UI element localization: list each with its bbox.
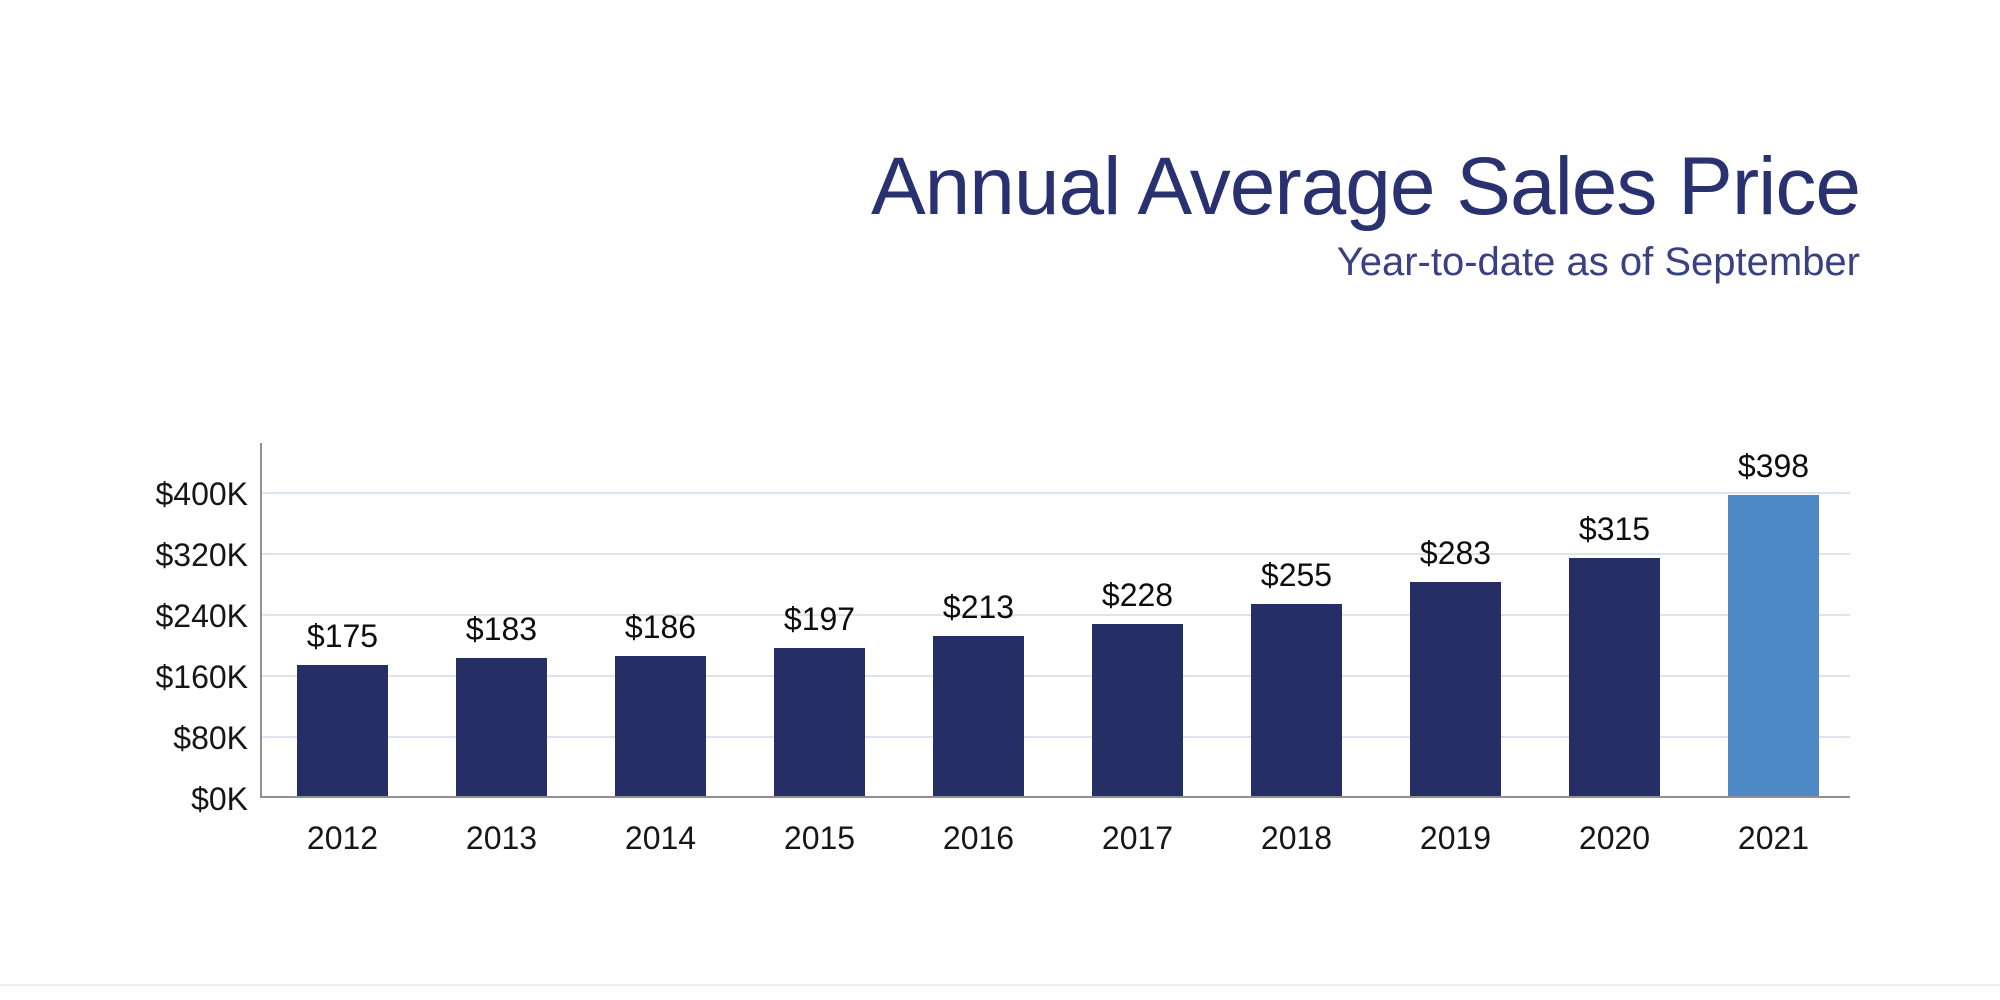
gridline-$240K — [262, 614, 1850, 616]
gridline-$320K — [262, 553, 1850, 555]
bar-2017 — [1092, 624, 1183, 798]
bar-2016 — [933, 635, 1024, 798]
bar-value-label-2018: $255 — [1260, 556, 1333, 593]
x-axis-label-2017: 2017 — [1101, 820, 1174, 856]
x-axis-label-2013: 2013 — [465, 820, 538, 856]
y-axis-label-$80K: $80K — [173, 720, 248, 756]
bar-value-label-2012: $175 — [306, 617, 379, 654]
y-axis-label-$400K: $400K — [155, 476, 248, 512]
x-axis-label-2016: 2016 — [942, 820, 1015, 856]
bottom-divider — [0, 984, 2000, 986]
bar-value-label-2013: $183 — [465, 611, 538, 648]
x-axis-label-2012: 2012 — [306, 820, 379, 856]
bar-value-label-2019: $283 — [1419, 535, 1492, 572]
bar-value-label-2017: $228 — [1101, 577, 1174, 614]
x-axis-label-2018: 2018 — [1260, 820, 1333, 856]
x-axis-label-2021: 2021 — [1737, 820, 1810, 856]
bar-2019 — [1410, 582, 1501, 798]
bar-2021 — [1728, 494, 1819, 798]
bar-value-label-2015: $197 — [783, 600, 856, 637]
x-axis-line — [260, 796, 1850, 798]
y-axis-line — [260, 443, 262, 798]
chart-subtitle: Year-to-date as of September — [1336, 240, 1860, 284]
x-axis-label-2015: 2015 — [783, 820, 856, 856]
bar-2020 — [1569, 557, 1660, 798]
bar-2014 — [615, 656, 706, 798]
x-axis-label-2019: 2019 — [1419, 820, 1492, 856]
bar-value-label-2014: $186 — [624, 609, 697, 646]
x-axis-label-2014: 2014 — [624, 820, 697, 856]
chart-header: Annual Average Sales Price Year-to-date … — [870, 141, 1861, 284]
gridline-$160K — [262, 675, 1850, 677]
bar-2018 — [1251, 603, 1342, 798]
bar-value-label-2021: $398 — [1737, 447, 1810, 484]
bar-2013 — [456, 658, 547, 798]
y-axis-label-$160K: $160K — [155, 659, 248, 695]
x-axis-label-2020: 2020 — [1578, 820, 1651, 856]
gridline-$80K — [262, 736, 1850, 738]
bar-2012 — [297, 664, 388, 798]
y-axis-label-$0K: $0K — [191, 781, 248, 817]
chart-title: Annual Average Sales Price — [870, 141, 1861, 232]
gridline-$400K — [262, 492, 1850, 494]
y-axis-label-$240K: $240K — [155, 598, 248, 634]
bar-2015 — [774, 647, 865, 798]
y-axis-label-$320K: $320K — [155, 537, 248, 573]
bar-value-label-2020: $315 — [1578, 510, 1651, 547]
bar-value-label-2016: $213 — [942, 588, 1015, 625]
